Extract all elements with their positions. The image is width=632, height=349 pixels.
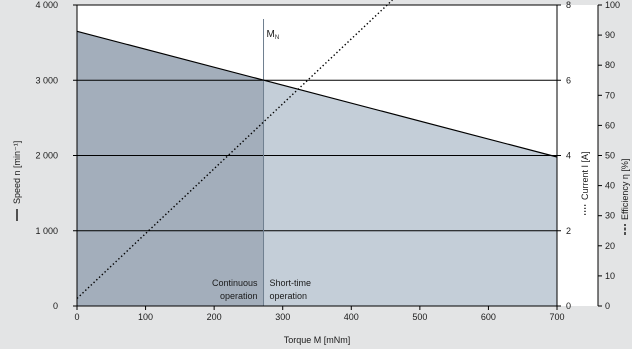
x-tick-label: 100 (138, 312, 153, 322)
nominal-torque-symbol: M (267, 29, 275, 40)
efficiency-tick-label: 30 (605, 211, 615, 221)
current-tick-label: 0 (566, 301, 571, 311)
speed-tick-label: 0 (53, 301, 58, 311)
region-labels: Continuous operation Short-time operatio… (212, 278, 311, 301)
continuous-label-line2: operation (220, 291, 258, 301)
efficiency-tick-label: 0 (605, 301, 610, 311)
efficiency-tick-label: 100 (605, 0, 620, 10)
x-axis-title: Torque M [mNm] (284, 335, 351, 345)
right-axis-strip (557, 5, 598, 306)
speed-series-line (76, 30, 558, 158)
speed-tick-label: 1 000 (35, 226, 58, 236)
current-tick-label: 4 (566, 151, 571, 161)
x-tick-label: 0 (74, 312, 79, 322)
efficiency-tick-label: 50 (605, 151, 615, 161)
speed-tick-label: 3 000 (35, 75, 58, 85)
speed-tick-label: 4 000 (35, 0, 58, 10)
speed-axis-title: Speed n [min⁻¹] (12, 141, 22, 221)
x-tick-label: 600 (481, 312, 496, 322)
nominal-torque-subscript: N (275, 35, 279, 41)
efficiency-tick-label: 20 (605, 241, 615, 251)
efficiency-axis-title: Efficiency η [%] (620, 159, 630, 235)
x-tick-label: 300 (275, 312, 290, 322)
continuous-label-line1: Continuous (212, 278, 258, 288)
x-tick-label: 400 (344, 312, 359, 322)
efficiency-axis-title-text: Efficiency η [%] (620, 159, 630, 220)
efficiency-tick-label: 90 (605, 30, 615, 40)
speed-tick-label: 2 000 (35, 151, 58, 161)
x-axis-ticks: 0 100 200 300 400 500 600 700 (74, 306, 565, 322)
current-axis-ticks: 0 2 4 6 8 (557, 0, 571, 311)
current-tick-label: 6 (566, 75, 571, 85)
nominal-torque-label: MN (267, 29, 280, 41)
x-tick-label: 200 (207, 312, 222, 322)
current-axis-title-text: Current I [A] (580, 151, 590, 200)
efficiency-tick-label: 10 (605, 271, 615, 281)
efficiency-axis-ticks: 0 10 20 30 40 50 60 70 80 90 100 (598, 0, 620, 311)
current-tick-label: 8 (566, 0, 571, 10)
efficiency-tick-label: 60 (605, 120, 615, 130)
short-time-operation-region (263, 80, 557, 306)
efficiency-tick-label: 80 (605, 60, 615, 70)
continuous-operation-region (77, 31, 264, 307)
speed-axis-ticks: 0 1 000 2 000 3 000 4 000 (35, 0, 77, 311)
speed-axis-title-text: Speed n [min⁻¹] (12, 141, 22, 204)
current-axis-title: Current I [A] (580, 151, 590, 215)
current-tick-label: 2 (566, 226, 571, 236)
efficiency-tick-label: 70 (605, 90, 615, 100)
short-time-label-line2: operation (270, 291, 308, 301)
x-tick-label: 700 (549, 312, 564, 322)
efficiency-tick-label: 40 (605, 181, 615, 191)
current-series-line (76, 0, 393, 299)
x-tick-label: 500 (412, 312, 427, 322)
short-time-label-line1: Short-time (270, 278, 312, 288)
